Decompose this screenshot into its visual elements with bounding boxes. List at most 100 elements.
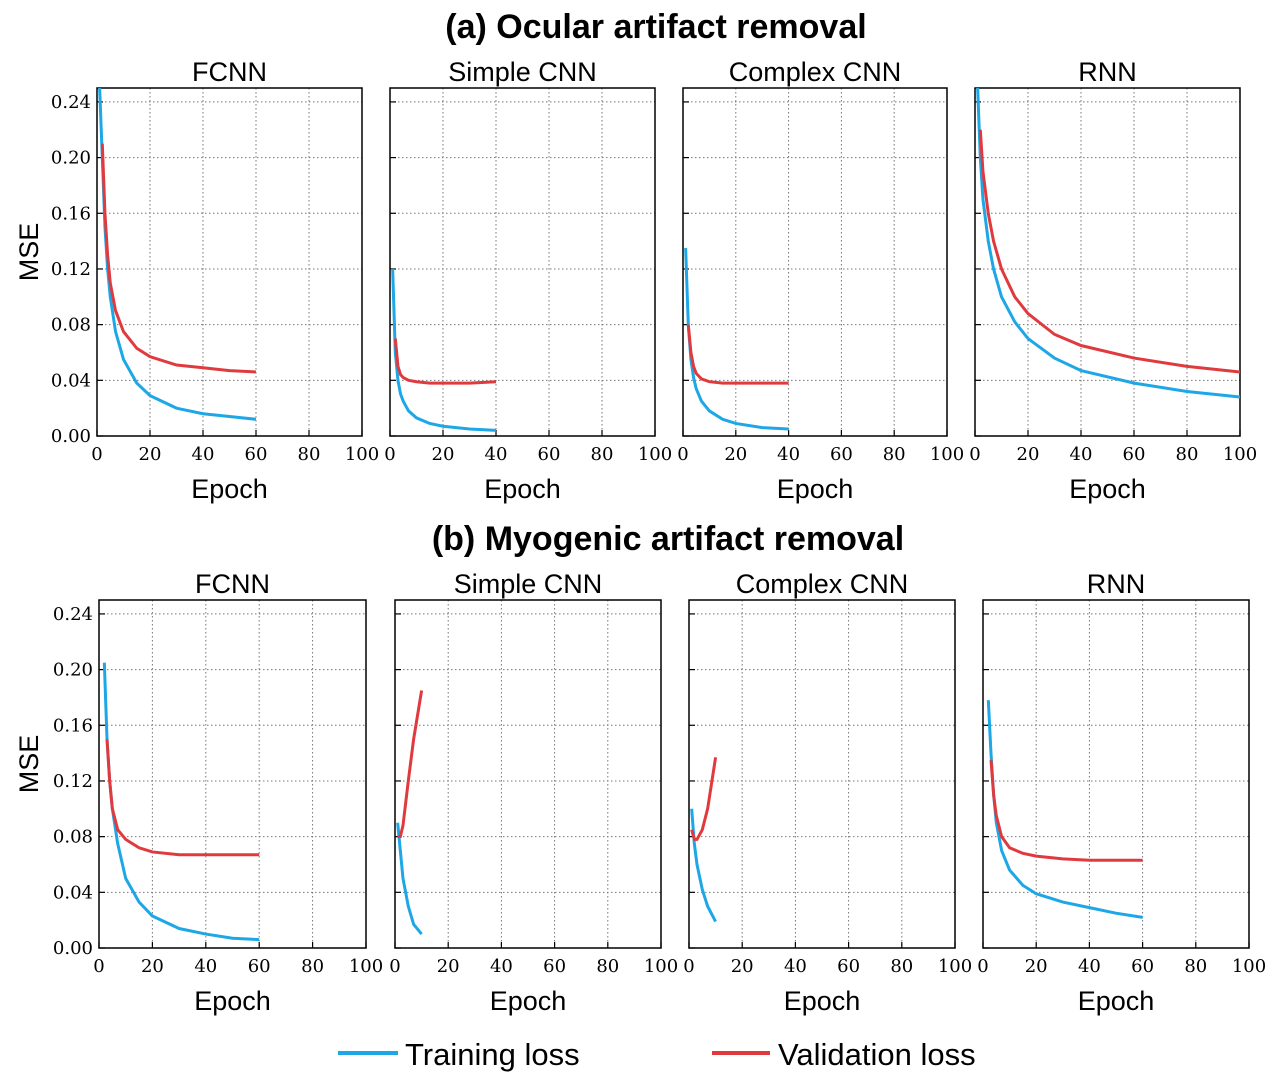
y-tick-label: 0.00 xyxy=(51,426,91,447)
y-tick-label: 0.12 xyxy=(51,259,91,280)
x-tick-label: 60 xyxy=(830,444,853,465)
loss-line xyxy=(686,324,789,385)
plot-frame xyxy=(389,87,656,437)
x-tick-label: 80 xyxy=(1184,956,1207,977)
panel-title: Simple CNN xyxy=(454,569,603,599)
section-title: (a) Ocular artifact removal xyxy=(445,8,866,46)
loss-line xyxy=(391,268,497,432)
loss-line xyxy=(978,129,1240,374)
x-tick-label: 20 xyxy=(139,444,162,465)
loss-line xyxy=(986,700,1143,919)
x-tick-label: 0 xyxy=(969,444,980,465)
y-tick-label: 0.08 xyxy=(53,827,93,848)
x-tick-label: 80 xyxy=(596,956,619,977)
loss-line xyxy=(976,87,1240,399)
plot-frame xyxy=(98,599,367,949)
loss-line xyxy=(396,822,423,936)
y-axis-label: MSE xyxy=(14,223,44,282)
x-tick-label: 20 xyxy=(141,956,164,977)
plot-frame xyxy=(394,599,662,949)
y-tick-label: 0.20 xyxy=(51,148,91,169)
loss-line xyxy=(684,248,789,431)
x-axis-label: Epoch xyxy=(1069,474,1146,504)
panel-title: Complex CNN xyxy=(729,57,902,87)
plot-frame xyxy=(688,599,956,949)
x-axis-label: Epoch xyxy=(1078,986,1155,1016)
panel-title: Complex CNN xyxy=(736,569,909,599)
panel-title: RNN xyxy=(1078,57,1137,87)
x-tick-label: 0 xyxy=(384,444,395,465)
loss-line xyxy=(397,690,424,839)
x-tick-label: 0 xyxy=(93,956,104,977)
x-tick-label: 80 xyxy=(890,956,913,977)
x-tick-label: 60 xyxy=(245,444,268,465)
x-tick-label: 40 xyxy=(485,444,508,465)
x-axis-label: Epoch xyxy=(784,986,861,1016)
y-tick-label: 0.20 xyxy=(53,660,93,681)
panel-title: RNN xyxy=(1087,569,1146,599)
loss-line xyxy=(690,757,718,841)
y-tick-label: 0.08 xyxy=(51,315,91,336)
x-tick-label: 80 xyxy=(301,956,324,977)
x-axis-label: Epoch xyxy=(777,474,854,504)
loss-line xyxy=(102,662,260,942)
x-axis-label: Epoch xyxy=(490,986,567,1016)
x-tick-label: 100 xyxy=(644,956,678,977)
x-tick-label: 40 xyxy=(490,956,513,977)
y-tick-label: 0.16 xyxy=(51,203,91,224)
x-tick-label: 80 xyxy=(591,444,614,465)
loss-line xyxy=(105,739,260,857)
x-tick-label: 100 xyxy=(1223,444,1257,465)
x-tick-label: 40 xyxy=(194,956,217,977)
x-tick-label: 20 xyxy=(1017,444,1040,465)
x-tick-label: 100 xyxy=(938,956,972,977)
panel-title: FCNN xyxy=(192,57,267,87)
x-tick-label: 100 xyxy=(349,956,383,977)
x-tick-label: 0 xyxy=(389,956,400,977)
x-tick-label: 60 xyxy=(1131,956,1154,977)
x-tick-label: 40 xyxy=(192,444,215,465)
x-tick-label: 60 xyxy=(1123,444,1146,465)
x-tick-label: 0 xyxy=(91,444,102,465)
loss-line xyxy=(393,338,497,385)
x-tick-label: 80 xyxy=(1176,444,1199,465)
x-axis-label: Epoch xyxy=(484,474,561,504)
x-tick-label: 0 xyxy=(977,956,988,977)
y-axis-label: MSE xyxy=(14,735,44,794)
y-tick-label: 0.04 xyxy=(51,370,91,391)
y-tick-label: 0.16 xyxy=(53,715,93,736)
loss-line xyxy=(989,759,1143,862)
y-tick-label: 0.24 xyxy=(53,604,93,625)
plot-frame xyxy=(96,87,363,437)
x-tick-label: 40 xyxy=(777,444,800,465)
x-tick-label: 60 xyxy=(837,956,860,977)
x-axis-label: Epoch xyxy=(191,474,268,504)
plot-frame xyxy=(682,87,948,437)
loss-line xyxy=(100,143,257,374)
panel-title: FCNN xyxy=(195,569,270,599)
x-tick-label: 20 xyxy=(437,956,460,977)
x-tick-label: 0 xyxy=(683,956,694,977)
x-tick-label: 40 xyxy=(1078,956,1101,977)
x-tick-label: 100 xyxy=(930,444,964,465)
x-tick-label: 100 xyxy=(345,444,379,465)
legend-label: Training loss xyxy=(405,1037,580,1072)
y-tick-label: 0.12 xyxy=(53,771,93,792)
x-tick-label: 40 xyxy=(1070,444,1093,465)
x-tick-label: 20 xyxy=(1025,956,1048,977)
x-tick-label: 100 xyxy=(638,444,672,465)
x-tick-label: 40 xyxy=(784,956,807,977)
x-tick-label: 80 xyxy=(298,444,321,465)
section-title: (b) Myogenic artifact removal xyxy=(432,520,904,558)
x-tick-label: 20 xyxy=(731,956,754,977)
x-axis-label: Epoch xyxy=(194,986,271,1016)
x-tick-label: 0 xyxy=(677,444,688,465)
y-tick-label: 0.24 xyxy=(51,92,91,113)
plot-frame xyxy=(974,87,1241,437)
x-tick-label: 60 xyxy=(248,956,271,977)
x-tick-label: 60 xyxy=(538,444,561,465)
y-tick-label: 0.00 xyxy=(53,938,93,959)
y-tick-label: 0.04 xyxy=(53,882,93,903)
x-tick-label: 80 xyxy=(883,444,906,465)
